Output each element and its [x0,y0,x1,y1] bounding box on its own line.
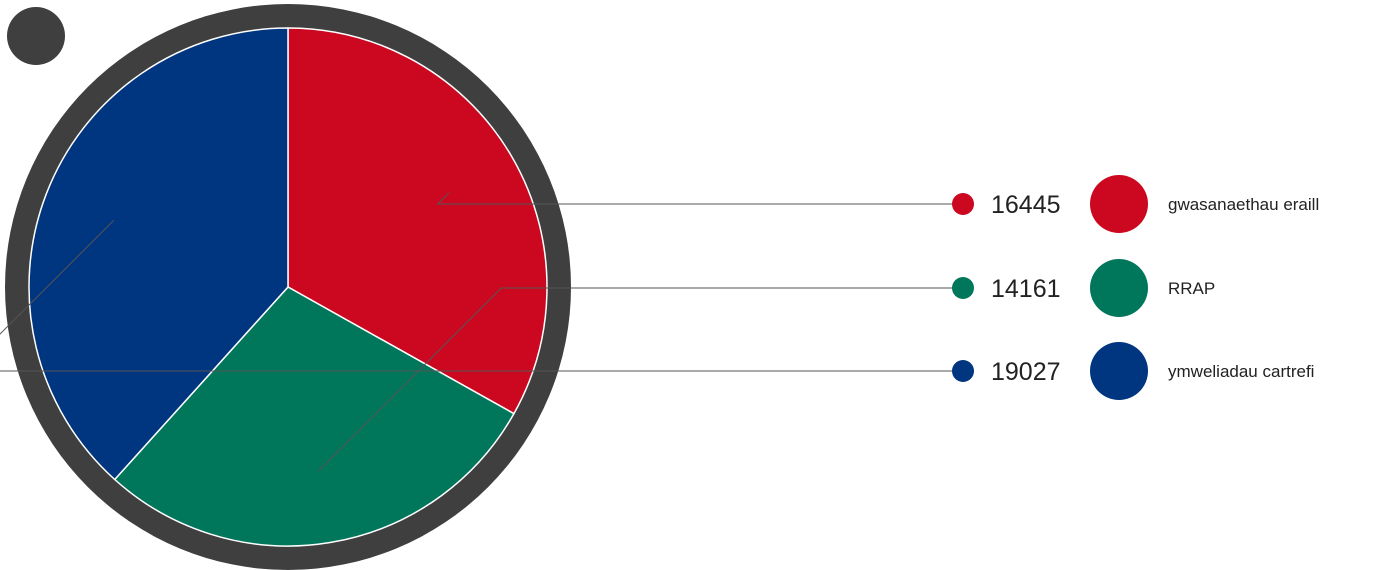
legend-dot-rrap [952,277,974,299]
leader-line-gwasanaethau-eraill [436,192,962,205]
legend-dot-gwasanaethau-eraill [952,193,974,215]
leader-line-rrap [317,287,962,472]
legend-swatch-ymweliadau-cartrefi [1090,342,1148,400]
leader-lines [0,192,962,472]
legend-swatch-rrap [1090,259,1148,317]
legend-dot-ymweliadau-cartrefi [952,360,974,382]
data-label-gwasanaethau-eraill: 16445 [991,191,1061,219]
pie-slice-rrap [113,286,515,547]
corner-dot [7,7,65,65]
legend-label-gwasanaethau-eraill: gwasanaethau eraill [1168,195,1319,214]
pie-slice-gwasanaethau-eraill [287,27,548,415]
pie-slices [28,27,548,547]
pie-slice-ymweliadau-cartrefi [28,27,289,481]
leader-line-ymweliadau-cartrefi [0,219,962,372]
legend-label-rrap: RRAP [1168,279,1215,298]
data-label-rrap: 14161 [991,275,1061,303]
legend-label-ymweliadau-cartrefi: ymweliadau cartrefi [1168,362,1314,381]
legend: 16445 gwasanaethau eraill 14161 RRAP 19027 ym… [952,175,1319,400]
legend-swatch-gwasanaethau-eraill [1090,175,1148,233]
data-label-ymweliadau-cartrefi: 19027 [991,358,1061,386]
